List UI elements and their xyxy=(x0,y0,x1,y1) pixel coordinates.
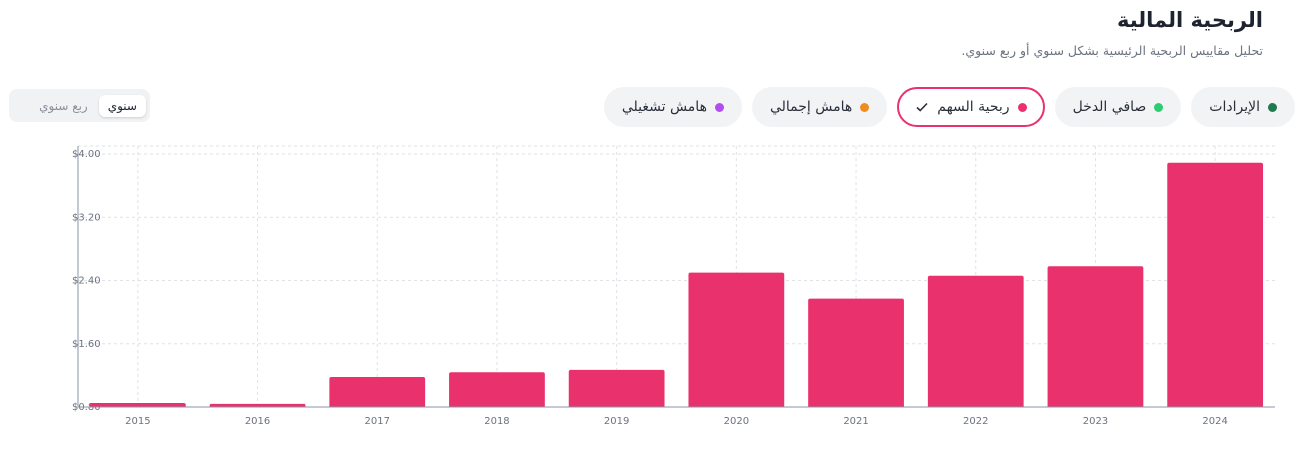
period-toggle: سنوي ربع سنوي xyxy=(9,89,150,122)
bar xyxy=(1167,162,1264,407)
bar xyxy=(449,372,545,407)
metric-pill[interactable]: هامش تشغيلي xyxy=(603,87,742,127)
x-tick-label: 2019 xyxy=(604,416,629,427)
metric-dot xyxy=(1017,102,1027,112)
metric-label: ربحية السهم xyxy=(937,99,1010,115)
subtitle: تحليل مقاييس الربحية الرئيسية بشكل سنوي … xyxy=(961,43,1263,58)
metric-label: هامش إجمالي xyxy=(769,99,853,115)
metric-pill[interactable]: ربحية السهم xyxy=(897,87,1045,127)
bar xyxy=(209,403,306,407)
metric-pill[interactable]: هامش إجمالي xyxy=(751,87,888,127)
metric-dot xyxy=(860,102,870,112)
metric-dot xyxy=(714,102,724,112)
bar xyxy=(1047,266,1144,407)
y-tick-label: $2.40 xyxy=(72,276,101,287)
metric-pill[interactable]: صافي الدخل xyxy=(1054,87,1182,127)
period-option[interactable]: سنوي xyxy=(98,94,146,117)
x-tick-label: 2017 xyxy=(365,416,390,427)
title: الربحية المالية xyxy=(1116,8,1263,32)
y-tick-label: $1.60 xyxy=(72,339,101,350)
bar xyxy=(688,272,785,407)
x-tick-label: 2015 xyxy=(125,416,150,427)
metric-dot xyxy=(1154,102,1164,112)
bar xyxy=(568,369,665,407)
x-tick-label: 2022 xyxy=(963,416,988,427)
bar xyxy=(89,403,186,407)
bar xyxy=(927,275,1024,407)
x-tick-label: 2018 xyxy=(484,416,509,427)
period-option[interactable]: ربع سنوي xyxy=(39,98,88,113)
metric-pill[interactable]: الإيرادات xyxy=(1191,87,1295,127)
x-tick-label: 2016 xyxy=(245,416,270,427)
x-tick-label: 2024 xyxy=(1202,416,1227,427)
x-tick-label: 2023 xyxy=(1083,416,1108,427)
check-icon xyxy=(916,102,928,112)
x-tick-label: 2021 xyxy=(843,416,868,427)
y-tick-label: $3.20 xyxy=(72,212,101,223)
metric-dot xyxy=(1268,102,1277,112)
metric-label: الإيرادات xyxy=(1209,99,1260,115)
metric-label: هامش تشغيلي xyxy=(621,99,707,115)
y-tick-label: $4.00 xyxy=(72,149,101,160)
x-tick-label: 2020 xyxy=(724,416,749,427)
metric-pills: الإيرادات صافي الدخل ربحية السهم هامش إجمال… xyxy=(603,87,1295,127)
bar xyxy=(329,376,426,407)
bar xyxy=(808,298,904,407)
metric-label: صافي الدخل xyxy=(1072,99,1147,115)
